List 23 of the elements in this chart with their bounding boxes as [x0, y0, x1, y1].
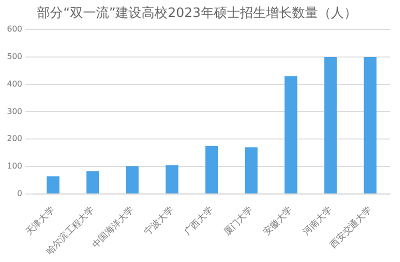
bar — [244, 147, 258, 194]
y-tick-label: 100 — [6, 162, 22, 171]
y-tick-label: 600 — [6, 24, 22, 34]
y-tick-label: 0 — [17, 188, 22, 198]
bar — [364, 56, 377, 194]
bar — [126, 166, 139, 194]
x-tick-label: 广西大学 — [182, 204, 216, 238]
x-tick-label: 安徽大学 — [261, 204, 295, 238]
x-tick-label: 厦门大学 — [222, 204, 256, 238]
x-tick-label: 河南大学 — [301, 204, 334, 238]
y-tick-label: 400 — [6, 79, 22, 88]
bar — [86, 171, 100, 194]
x-tick-label: 宁波大学 — [142, 204, 176, 238]
bar — [46, 176, 60, 194]
bar — [284, 76, 298, 194]
x-tick-label: 天津大学 — [24, 204, 57, 238]
y-tick-label: 300 — [6, 106, 22, 116]
y-tick-label: 200 — [6, 134, 22, 144]
bar — [324, 56, 337, 194]
bar — [166, 165, 178, 194]
chart-title: 部分“双一流”建设高校2023年硕士招生增长数量（人） — [37, 5, 357, 22]
y-tick-label: 500 — [6, 52, 22, 62]
bar — [205, 146, 218, 194]
